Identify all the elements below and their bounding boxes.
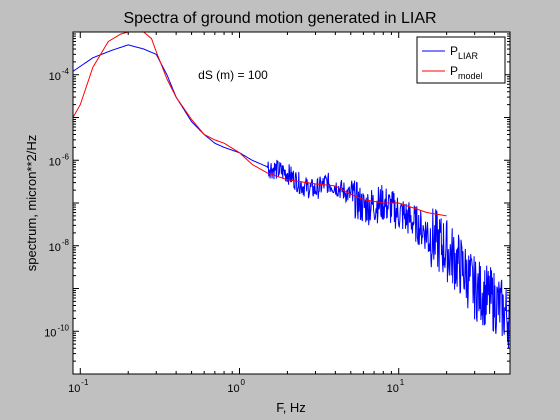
y-tick-exponent: -4 bbox=[62, 67, 70, 76]
x-tick-label: 10 bbox=[227, 383, 239, 395]
series-line-model bbox=[72, 31, 447, 217]
y-tick-label: 10 bbox=[49, 71, 61, 83]
x-tick-exponent: -1 bbox=[81, 378, 89, 387]
plot-area bbox=[73, 32, 510, 374]
y-tick-exponent: -10 bbox=[57, 323, 69, 332]
y-tick-label: 10 bbox=[49, 156, 61, 168]
series-line-liar bbox=[72, 44, 511, 349]
x-axis-label: F, Hz bbox=[276, 400, 306, 415]
y-tick-exponent: -8 bbox=[62, 238, 70, 247]
x-tick-exponent: 1 bbox=[400, 378, 405, 387]
chart-title: Spectra of ground motion generated in LI… bbox=[123, 10, 436, 27]
legend-label-subscript: model bbox=[458, 71, 483, 81]
series-layer bbox=[72, 31, 511, 349]
legend-label: P bbox=[450, 44, 458, 58]
legend-box bbox=[416, 36, 506, 84]
y-tick-label: 10 bbox=[44, 327, 56, 339]
x-tick-exponent: 0 bbox=[240, 378, 245, 387]
x-tick-label: 10 bbox=[387, 383, 399, 395]
legend-label: P bbox=[450, 64, 458, 78]
y-axis-label: spectrum, micron**2/Hz bbox=[24, 135, 39, 272]
y-tick-exponent: -6 bbox=[62, 152, 70, 161]
y-tick-label: 10 bbox=[49, 242, 61, 254]
legend-label-subscript: LIAR bbox=[458, 51, 479, 61]
chart-annotation: dS (m) = 100 bbox=[198, 68, 268, 82]
x-tick-label: 10 bbox=[68, 383, 80, 395]
